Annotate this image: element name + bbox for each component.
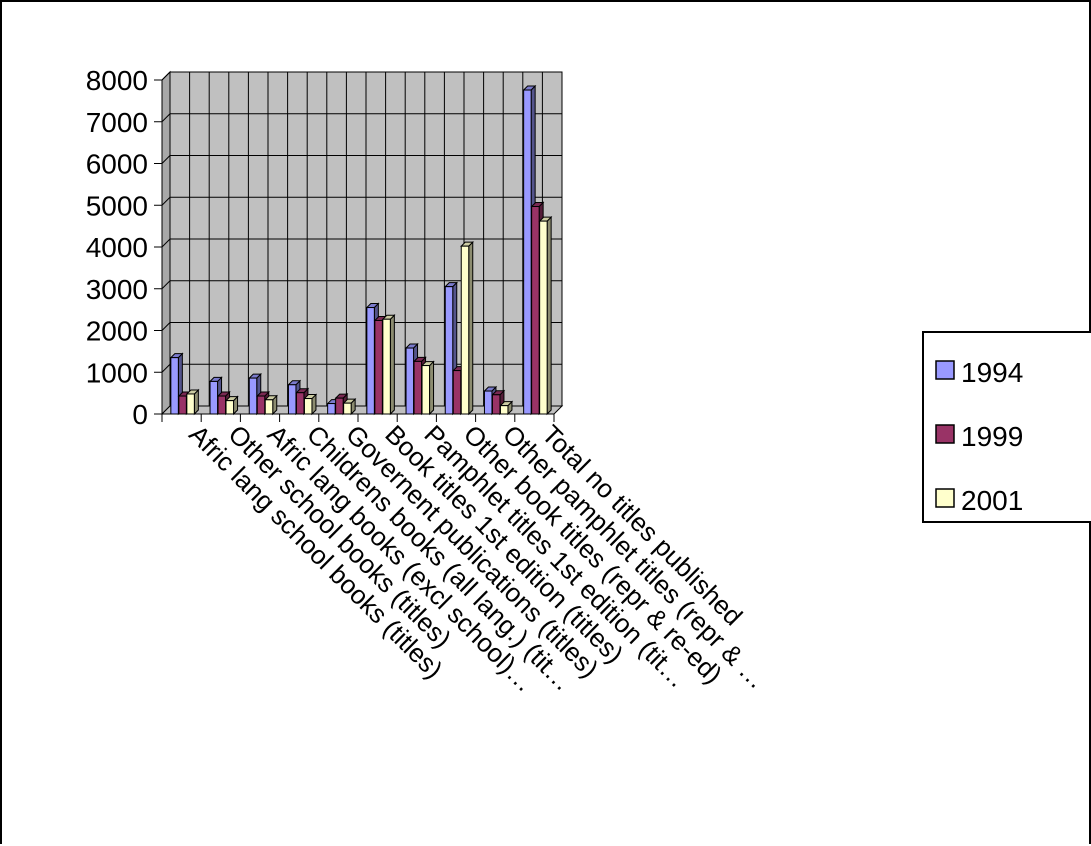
bar-2001-6: [381, 314, 396, 416]
bar-front: [256, 395, 266, 415]
bar-front: [295, 392, 305, 415]
bar-front: [499, 405, 509, 415]
gridline-side: [161, 71, 171, 81]
y-tick-label: 3000: [86, 274, 148, 305]
legend-label-2001: 2001: [961, 485, 1023, 516]
legend-label-1994: 1994: [961, 357, 1023, 388]
bar-2001-8: [460, 240, 474, 416]
bar-2001-10: [538, 215, 553, 416]
plot-walls: [160, 70, 564, 416]
bar-front: [248, 377, 258, 415]
y-tick-label: 2000: [86, 316, 148, 347]
gridline-side: [161, 113, 171, 123]
bar-front: [523, 89, 532, 415]
y-tick-label: 8000: [86, 65, 148, 96]
bar-2001-5: [342, 397, 357, 416]
gridline-side: [161, 322, 171, 331]
bar-side: [429, 360, 435, 416]
bar-front: [452, 370, 462, 415]
y-tick-label: 0: [132, 399, 148, 430]
bar-front: [327, 403, 336, 415]
bar-2001-3: [264, 394, 278, 416]
legend-swatch-1999: [935, 424, 955, 444]
bar-front: [491, 394, 501, 415]
gridline-side: [161, 196, 171, 206]
bar-side: [546, 215, 552, 416]
bar-side: [468, 240, 474, 416]
bar-2001-4: [303, 393, 318, 416]
legend: 1994 1999 2001: [922, 331, 1091, 523]
bar-front: [225, 400, 235, 415]
bar-front: [170, 357, 179, 415]
bar-front: [303, 398, 313, 415]
y-tick-label: 5000: [86, 190, 148, 221]
bar-front: [366, 307, 375, 415]
bar-side: [389, 314, 395, 416]
y-tick-label: 4000: [86, 232, 148, 263]
legend-swatch-2001: [935, 488, 955, 508]
bar-front: [413, 360, 423, 415]
gridline-side: [161, 280, 171, 290]
bar-2001-7: [420, 360, 435, 416]
bar-front: [209, 380, 219, 415]
bar-front: [405, 347, 415, 415]
gridline-side: [161, 363, 171, 373]
bar-2001-2: [224, 395, 239, 416]
bar-front: [343, 402, 352, 415]
bar-front: [444, 286, 454, 415]
x-axis-labels: Afric lang school books (titles)Other sc…: [183, 419, 772, 698]
bar-front: [460, 245, 470, 415]
bar-front: [287, 384, 297, 415]
bar-front: [217, 395, 227, 415]
gridline-side: [161, 155, 171, 164]
bar-2001-9: [499, 400, 514, 416]
bar-front: [374, 319, 383, 415]
bar-front: [335, 397, 344, 415]
bar-front: [264, 399, 274, 415]
legend-swatch-1994: [935, 360, 955, 380]
bar-front: [531, 206, 540, 415]
grid-lines: [161, 71, 563, 406]
y-tick-label: 1000: [86, 357, 148, 388]
bar-front: [186, 393, 195, 415]
bar-front: [421, 365, 431, 415]
gridline-side: [161, 238, 171, 248]
legend-label-1999: 1999: [961, 421, 1023, 452]
bar-front: [539, 220, 548, 415]
bar-2001-1: [185, 388, 200, 416]
bar-front: [483, 390, 493, 415]
bars: [169, 84, 553, 416]
y-tick-label: 6000: [86, 149, 148, 180]
bar-front: [178, 395, 187, 415]
y-tick-label: 7000: [86, 107, 148, 138]
bar-front: [382, 318, 391, 415]
